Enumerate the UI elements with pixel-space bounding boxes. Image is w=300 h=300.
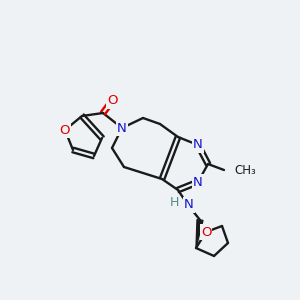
Text: CH₃: CH₃ xyxy=(234,164,256,176)
Text: N: N xyxy=(184,199,194,212)
Text: O: O xyxy=(60,124,70,136)
Text: H: H xyxy=(169,196,179,209)
Text: N: N xyxy=(193,139,203,152)
Text: O: O xyxy=(201,226,211,238)
Text: O: O xyxy=(107,94,117,107)
Polygon shape xyxy=(196,220,203,248)
Text: N: N xyxy=(117,122,127,134)
Text: N: N xyxy=(193,176,203,188)
